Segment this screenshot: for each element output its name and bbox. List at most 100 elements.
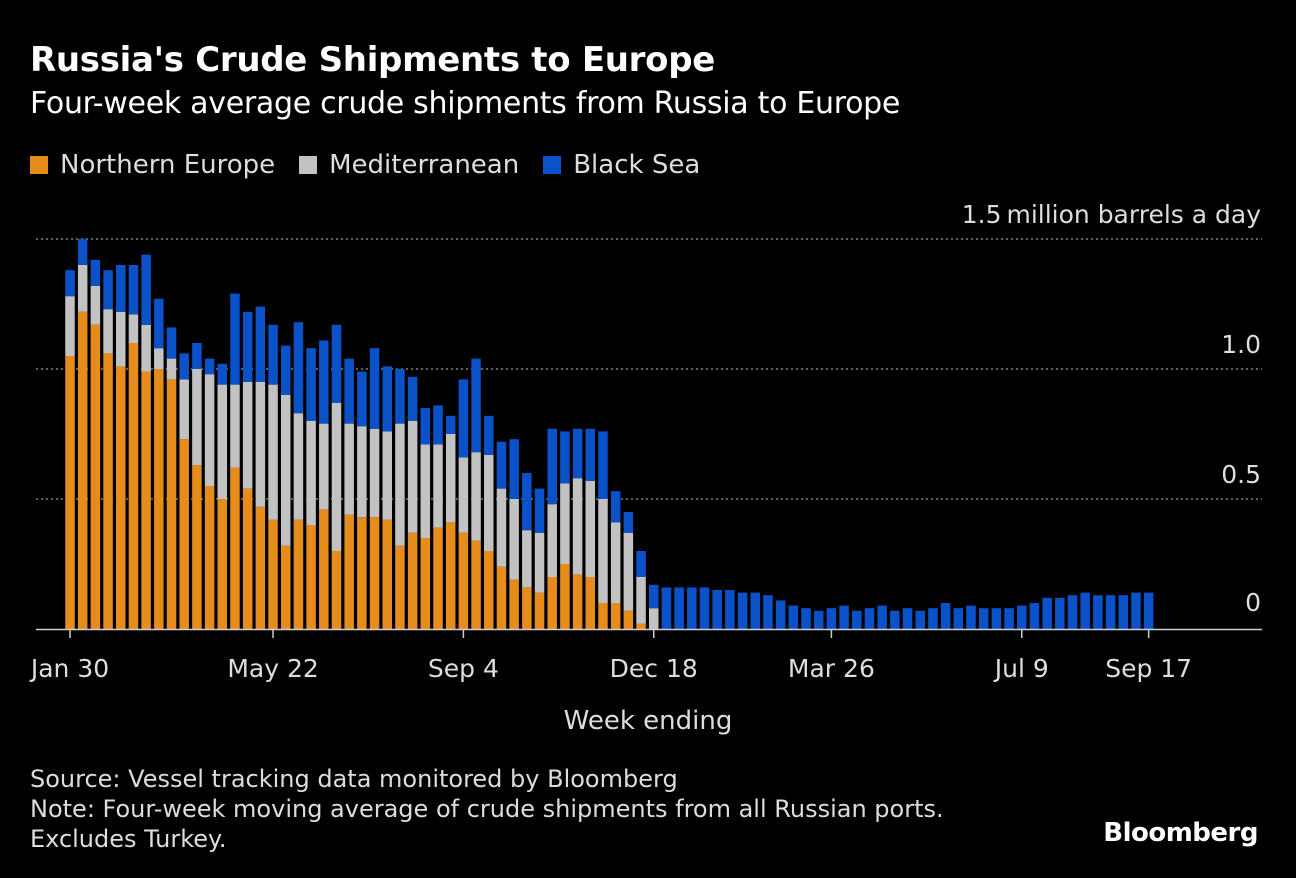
bar-black-sea-31 (458, 379, 469, 458)
bar-black-sea-28 (420, 408, 431, 445)
bar-black-sea-24 (369, 348, 380, 429)
x-tick-label: Dec 18 (610, 654, 698, 683)
bar-black-sea-25 (382, 366, 392, 432)
bar-northern-europe-26 (395, 545, 405, 629)
bar-black-sea-15 (255, 306, 266, 382)
bar-mediterranean-32 (471, 452, 481, 541)
bar-black-sea-60 (826, 608, 837, 629)
bar-black-sea-79 (1067, 595, 1078, 629)
bar-black-sea-44 (623, 512, 634, 533)
bar-black-sea-42 (598, 431, 608, 499)
bar-mediterranean-36 (522, 530, 532, 588)
bar-northern-europe-40 (572, 574, 583, 629)
bar-northern-europe-13 (230, 467, 240, 629)
bar-mediterranean-21 (331, 402, 342, 551)
bar-mediterranean-9 (179, 379, 189, 440)
bar-mediterranean-45 (636, 577, 646, 624)
bar-northern-europe-22 (344, 514, 354, 629)
bar-black-sea-40 (572, 428, 583, 479)
bar-black-sea-6 (141, 254, 151, 325)
bar-black-sea-29 (433, 405, 443, 445)
x-tick-label: Sep 17 (1105, 654, 1192, 683)
bar-mediterranean-14 (242, 382, 253, 489)
bar-black-sea-85 (1143, 592, 1154, 629)
bar-black-sea-77 (1042, 597, 1052, 629)
bar-black-sea-37 (534, 488, 545, 533)
bar-northern-europe-30 (445, 522, 456, 629)
bar-northern-europe-41 (585, 577, 596, 629)
x-tick-label: Mar 26 (788, 654, 875, 683)
grid-lines (36, 238, 1262, 500)
bar-northern-europe-12 (217, 499, 228, 629)
bar-black-sea-75 (1017, 605, 1027, 629)
bar-black-sea-56 (775, 600, 786, 629)
bar-northern-europe-14 (242, 488, 253, 629)
bar-mediterranean-17 (280, 395, 291, 546)
x-axis-title: Week ending (563, 706, 733, 736)
bar-mediterranean-18 (293, 413, 304, 520)
bar-black-sea-18 (293, 322, 304, 414)
bar-mediterranean-23 (357, 426, 367, 518)
bar-black-sea-72 (978, 608, 989, 629)
bar-northern-europe-35 (509, 579, 519, 629)
bar-northern-europe-32 (471, 540, 481, 629)
bar-mediterranean-34 (496, 488, 507, 567)
bar-black-sea-33 (484, 415, 494, 455)
legend-swatch-northern-europe (30, 156, 48, 174)
bar-mediterranean-7 (154, 348, 164, 369)
bloomberg-logo: Bloomberg (1103, 818, 1258, 848)
x-tick-label: Jul 9 (993, 654, 1049, 683)
bar-black-sea-71 (966, 605, 976, 629)
bar-black-sea-5 (128, 265, 139, 315)
legend-item-northern-europe: Northern Europe (30, 150, 275, 180)
legend-swatch-mediterranean (299, 156, 318, 174)
bar-black-sea-35 (509, 439, 519, 499)
bar-black-sea-10 (192, 343, 202, 369)
bar-mediterranean-20 (319, 423, 329, 510)
bar-black-sea-34 (496, 441, 507, 489)
bar-black-sea-14 (242, 311, 253, 382)
y-tick-label: 0.5 (1221, 460, 1261, 489)
bar-mediterranean-29 (433, 444, 443, 528)
bar-northern-europe-37 (534, 592, 545, 629)
legend-label-northern-europe: Northern Europe (60, 150, 276, 180)
bar-black-sea-67 (915, 610, 925, 629)
bar-northern-europe-29 (433, 527, 443, 629)
bar-northern-europe-5 (128, 343, 139, 629)
bar-black-sea-55 (763, 595, 773, 629)
bar-northern-europe-36 (522, 587, 532, 629)
bar-mediterranean-27 (407, 421, 418, 533)
bar-black-sea-52 (725, 590, 735, 629)
bar-mediterranean-19 (306, 421, 316, 525)
bar-northern-europe-11 (204, 486, 215, 629)
bar-northern-europe-21 (331, 551, 342, 629)
bar-mediterranean-2 (90, 285, 101, 325)
bar-black-sea-9 (179, 353, 189, 380)
bar-mediterranean-16 (268, 384, 278, 520)
bar-black-sea-0 (65, 270, 75, 297)
bar-northern-europe-31 (458, 532, 469, 629)
bar-black-sea-11 (204, 358, 215, 375)
bar-northern-europe-16 (268, 519, 278, 629)
bar-northern-europe-6 (141, 371, 151, 629)
bar-mediterranean-40 (572, 478, 583, 575)
bar-northern-europe-43 (610, 603, 621, 629)
bar-mediterranean-25 (382, 431, 392, 520)
bar-black-sea-3 (103, 270, 113, 310)
bar-northern-europe-27 (407, 532, 418, 629)
bar-northern-europe-44 (623, 610, 634, 629)
bar-black-sea-36 (522, 473, 532, 531)
bar-black-sea-2 (90, 259, 101, 286)
bar-mediterranean-12 (217, 384, 228, 499)
bar-mediterranean-24 (369, 428, 380, 518)
bar-northern-europe-45 (636, 623, 646, 629)
bar-black-sea-80 (1080, 592, 1090, 629)
bar-mediterranean-4 (116, 311, 126, 367)
bar-mediterranean-11 (204, 374, 215, 486)
bar-mediterranean-5 (128, 314, 139, 343)
bar-northern-europe-18 (293, 519, 304, 629)
bar-mediterranean-43 (610, 522, 621, 603)
note-text-line2: Excludes Turkey. (30, 825, 227, 853)
bar-black-sea-53 (737, 592, 748, 629)
